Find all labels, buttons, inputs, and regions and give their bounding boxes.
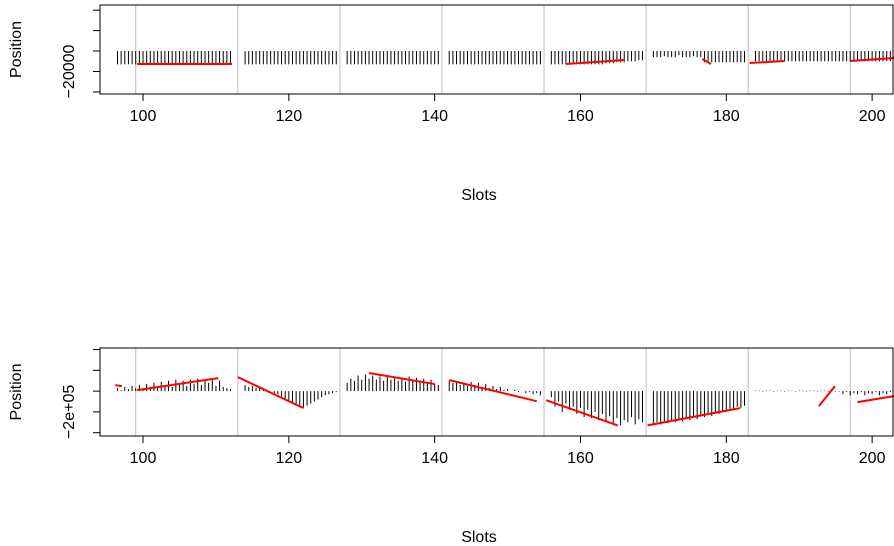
x-tick-label: 100 [130, 450, 157, 467]
x-axis-label: Slots [461, 187, 497, 204]
fit-line [449, 379, 537, 403]
fit-line [818, 385, 836, 407]
x-tick-label: 200 [859, 450, 886, 467]
fit-line [137, 377, 219, 392]
x-tick-label: 180 [713, 450, 740, 467]
x-tick-label: 140 [421, 450, 448, 467]
fit-line [647, 407, 741, 427]
plot-area [115, 348, 894, 436]
x-tick-label: 100 [130, 108, 157, 125]
plot-box [99, 347, 894, 437]
x-tick-label: 120 [275, 450, 302, 467]
fit-line [115, 384, 123, 388]
x-tick-label: 160 [567, 450, 594, 467]
y-axis-label: Position [8, 364, 25, 421]
y-axis-label: Position [8, 21, 25, 78]
plot-area [116, 5, 894, 94]
fit-line [545, 399, 619, 427]
fit-line [237, 376, 304, 410]
fit-line [850, 56, 894, 63]
fit-line [701, 58, 712, 65]
x-axis-label: Slots [461, 529, 497, 546]
x-tick-label: 200 [859, 108, 886, 125]
plot-box [99, 4, 894, 95]
fit-line [749, 60, 785, 65]
x-tick-label: 140 [421, 108, 448, 125]
fit-line [857, 395, 894, 404]
x-tick-label: 160 [567, 108, 594, 125]
fit-line [368, 372, 435, 386]
y-tick-label: −20000 [61, 44, 78, 98]
x-tick-label: 180 [713, 108, 740, 125]
fit-line [565, 59, 625, 66]
y-tick-label: −2e+05 [61, 385, 78, 439]
x-tick-label: 120 [275, 108, 302, 125]
